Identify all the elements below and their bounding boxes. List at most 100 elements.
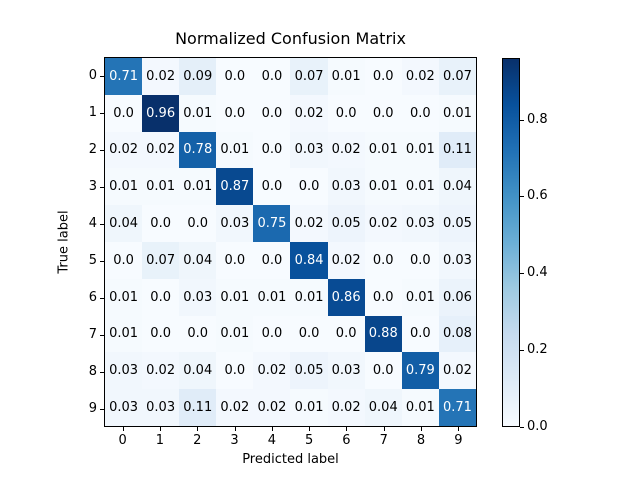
heatmap-cell: 0.01 xyxy=(364,168,402,206)
heatmap-cell: 0.02 xyxy=(142,352,180,390)
heatmap-cell: 0.01 xyxy=(142,168,180,206)
heatmap-cell: 0.0 xyxy=(327,94,365,132)
heatmap-cell: 0.0 xyxy=(216,58,254,95)
heatmap-cell: 0.0 xyxy=(253,58,291,95)
heatmap-cell: 0.01 xyxy=(105,278,143,316)
colorbar-tick-label: 0.2 xyxy=(527,342,548,358)
y-tick-mark xyxy=(100,112,104,114)
colorbar-tick-mark xyxy=(520,427,524,428)
heatmap-cell: 0.01 xyxy=(364,131,402,169)
heatmap-cell: 0.0 xyxy=(327,315,365,353)
heatmap-cell: 0.0 xyxy=(253,315,291,353)
heatmap-cell: 0.11 xyxy=(179,389,217,426)
heatmap-cell: 0.02 xyxy=(142,131,180,169)
heatmap-cell: 0.02 xyxy=(327,389,365,426)
y-tick-label: 2 xyxy=(88,141,97,157)
y-tick-label: 5 xyxy=(88,252,97,268)
heatmap-cell: 0.0 xyxy=(364,241,402,279)
x-tick-mark xyxy=(234,427,236,431)
y-tick-mark xyxy=(100,297,104,299)
heatmap-cell: 0.0 xyxy=(253,241,291,279)
heatmap-cell: 0.84 xyxy=(290,241,328,279)
heatmap-cell: 0.01 xyxy=(105,315,143,353)
x-tick-mark xyxy=(346,427,348,431)
heatmap-cell: 0.96 xyxy=(142,94,180,132)
x-tick-mark xyxy=(421,427,423,431)
heatmap-cell: 0.01 xyxy=(290,389,328,426)
heatmap-cell: 0.02 xyxy=(327,131,365,169)
plot-area: 0.71 0.02 0.09 0.0 0.0 0.07 0.01 0.0 0.02 0.07 0.0… xyxy=(104,57,477,427)
heatmap-cell: 0.04 xyxy=(105,205,143,242)
heatmap-cell: 0.01 xyxy=(179,168,217,206)
heatmap-cell: 0.0 xyxy=(290,168,328,206)
x-tick-label: 6 xyxy=(342,433,351,448)
heatmap-cell: 0.03 xyxy=(327,168,365,206)
y-tick-mark xyxy=(100,260,104,262)
heatmap-cell: 0.11 xyxy=(438,131,476,169)
heatmap-cell: 0.03 xyxy=(438,241,476,279)
y-tick-label: 9 xyxy=(88,400,97,416)
colorbar-tick-mark xyxy=(520,196,524,198)
x-tick-mark xyxy=(197,427,199,431)
x-tick-mark xyxy=(271,427,273,431)
y-tick-mark xyxy=(100,223,104,225)
heatmap-cell: 0.0 xyxy=(142,205,180,242)
heatmap-cell: 0.01 xyxy=(290,278,328,316)
colorbar xyxy=(502,58,520,427)
heatmap-cell: 0.0 xyxy=(401,315,439,353)
x-tick-label: 1 xyxy=(155,433,165,448)
x-tick-label: 2 xyxy=(193,433,202,448)
x-tick-label: 3 xyxy=(230,433,239,448)
y-tick-label: 6 xyxy=(88,289,97,305)
heatmap-cell: 0.01 xyxy=(216,131,254,169)
heatmap-cell: 0.0 xyxy=(142,278,180,316)
heatmap-cell: 0.71 xyxy=(438,389,476,426)
heatmap-cell: 0.03 xyxy=(290,131,328,169)
heatmap-cell: 0.0 xyxy=(290,315,328,353)
heatmap-cell: 0.01 xyxy=(401,389,439,426)
heatmap-cell: 0.02 xyxy=(290,94,328,132)
heatmap-cell: 0.03 xyxy=(401,205,439,242)
colorbar-tick-label: 0.8 xyxy=(527,111,548,127)
heatmap-cell: 0.86 xyxy=(327,278,365,316)
heatmap-cell: 0.01 xyxy=(401,278,439,316)
heatmap-cell: 0.78 xyxy=(179,131,217,169)
heatmap-cell: 0.0 xyxy=(364,278,402,316)
heatmap-cell: 0.0 xyxy=(142,315,180,353)
heatmap-cell: 0.01 xyxy=(327,58,365,95)
heatmap-cell: 0.02 xyxy=(438,352,476,390)
x-tick-label: 7 xyxy=(379,433,388,448)
heatmap-cell: 0.75 xyxy=(253,205,291,242)
heatmap-cell: 0.0 xyxy=(179,205,217,242)
heatmap-cell: 0.01 xyxy=(401,131,439,169)
y-tick-mark xyxy=(100,75,104,77)
y-tick-mark xyxy=(100,408,104,410)
heatmap-cell: 0.02 xyxy=(253,352,291,390)
heatmap-cell: 0.03 xyxy=(179,278,217,316)
heatmap-cell: 0.0 xyxy=(216,352,254,390)
heatmap-cell: 0.0 xyxy=(253,94,291,132)
heatmap-cell: 0.88 xyxy=(364,315,402,353)
heatmap-cell: 0.02 xyxy=(253,389,291,426)
heatmap-cell: 0.02 xyxy=(327,241,365,279)
heatmap-cell: 0.03 xyxy=(105,352,143,390)
x-tick-label: 0 xyxy=(118,433,127,448)
x-axis-label: Predicted label xyxy=(242,452,339,467)
heatmap-cell: 0.02 xyxy=(290,205,328,242)
heatmap-cell: 0.07 xyxy=(290,58,328,95)
heatmap-cell: 0.79 xyxy=(401,352,439,390)
heatmap-cell: 0.02 xyxy=(364,205,402,242)
heatmap-cell: 0.01 xyxy=(105,168,143,206)
heatmap-cell: 0.0 xyxy=(401,241,439,279)
heatmap-cell: 0.0 xyxy=(364,58,402,95)
heatmap-cell: 0.04 xyxy=(179,241,217,279)
x-tick-mark xyxy=(309,427,311,431)
heatmap-cell: 0.03 xyxy=(327,352,365,390)
heatmap-cell: 0.0 xyxy=(105,94,143,132)
heatmap-cell: 0.05 xyxy=(290,352,328,390)
heatmap-cell: 0.06 xyxy=(438,278,476,316)
heatmap-cell: 0.0 xyxy=(216,94,254,132)
heatmap-cell: 0.0 xyxy=(216,241,254,279)
y-tick-label: 3 xyxy=(88,178,97,194)
